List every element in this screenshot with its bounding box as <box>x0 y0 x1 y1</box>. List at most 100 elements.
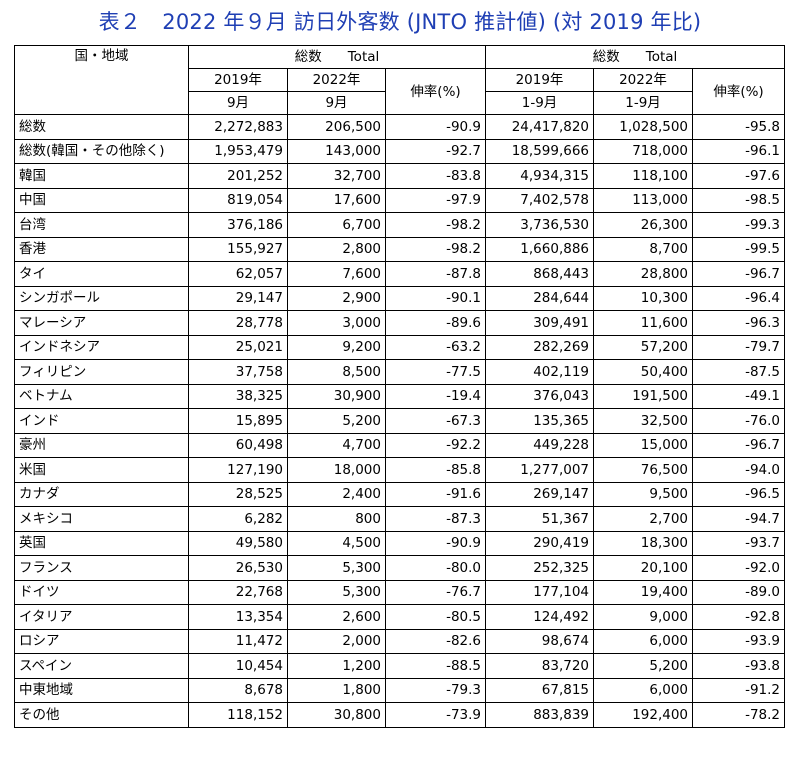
cell-sep-2019: 6,282 <box>188 506 288 532</box>
cell-region: スペイン <box>14 653 189 679</box>
table-row: その他 118,152 30,800 -73.9 883,839 192,400 -78.2 <box>14 702 786 728</box>
cell-ytd-rate: -99.3 <box>692 212 786 238</box>
table-row: シンガポール 29,147 2,900 -90.1 284,644 10,300 -96.4 <box>14 285 786 311</box>
cell-ytd-2022: 1,028,500 <box>593 114 694 140</box>
cell-ytd-2019: 252,325 <box>485 555 595 581</box>
cell-ytd-2019: 868,443 <box>485 261 595 287</box>
cell-ytd-2022: 2,700 <box>593 506 694 532</box>
cell-sep-2019: 201,252 <box>188 163 288 189</box>
cell-ytd-2019: 98,674 <box>485 628 595 654</box>
cell-ytd-2022: 5,200 <box>593 653 694 679</box>
cell-sep-2022: 9,200 <box>287 334 386 360</box>
header-row-group: 国・地域 総数 Total 総数 Total <box>14 45 786 115</box>
cell-region: シンガポール <box>14 285 189 311</box>
col-header-2022-sep: 2022年 <box>287 68 386 92</box>
cell-ytd-2022: 32,500 <box>593 408 694 434</box>
cell-sep-rate: -87.3 <box>384 506 487 532</box>
header-row-period: 9月 9月 1-9月 1-9月 <box>15 91 785 115</box>
cell-region: タイ <box>14 261 189 287</box>
cell-sep-2019: 38,325 <box>188 383 288 409</box>
cell-sep-2022: 4,500 <box>287 530 386 556</box>
cell-sep-rate: -80.5 <box>384 604 487 630</box>
cell-ytd-2019: 269,147 <box>485 481 595 507</box>
cell-sep-rate: -67.3 <box>384 408 487 434</box>
cell-ytd-2019: 67,815 <box>485 677 595 703</box>
cell-region: 中国 <box>14 187 189 213</box>
cell-ytd-2019: 3,736,530 <box>485 212 595 238</box>
table-row: フィリピン 37,758 8,500 -77.5 402,119 50,400 -87.5 <box>14 359 786 385</box>
cell-sep-2022: 7,600 <box>287 261 386 287</box>
cell-sep-2022: 5,300 <box>287 579 386 605</box>
cell-ytd-2022: 8,700 <box>593 236 694 262</box>
cell-ytd-2022: 718,000 <box>593 138 694 164</box>
cell-ytd-rate: -99.5 <box>692 236 786 262</box>
cell-ytd-2022: 15,000 <box>593 432 694 458</box>
cell-sep-rate: -85.8 <box>384 457 487 483</box>
cell-sep-2019: 2,272,883 <box>188 114 288 140</box>
cell-region: その他 <box>14 702 189 728</box>
cell-region: ロシア <box>14 628 189 654</box>
cell-ytd-2019: 124,492 <box>485 604 595 630</box>
cell-sep-2019: 376,186 <box>188 212 288 238</box>
cell-sep-2022: 2,800 <box>287 236 386 262</box>
cell-ytd-rate: -89.0 <box>692 579 786 605</box>
cell-sep-rate: -73.9 <box>384 702 487 728</box>
cell-ytd-2022: 50,400 <box>593 359 694 385</box>
table-row: ベトナム 38,325 30,900 -19.4 376,043 191,500 -49.1 <box>14 383 786 409</box>
table-row: 中東地域 8,678 1,800 -79.3 67,815 6,000 -91.2 <box>14 677 786 703</box>
table-row: 香港 155,927 2,800 -98.2 1,660,886 8,700 -99.5 <box>14 236 786 262</box>
cell-region: 米国 <box>14 457 189 483</box>
table-row: インドネシア 25,021 9,200 -63.2 282,269 57,200 -79.7 <box>14 334 786 360</box>
cell-sep-2022: 2,600 <box>287 604 386 630</box>
cell-sep-rate: -76.7 <box>384 579 487 605</box>
cell-sep-2019: 10,454 <box>188 653 288 679</box>
cell-ytd-rate: -95.8 <box>692 114 786 140</box>
cell-sep-rate: -77.5 <box>384 359 487 385</box>
cell-sep-2022: 6,700 <box>287 212 386 238</box>
cell-sep-2019: 1,953,479 <box>188 138 288 164</box>
table-row: 英国 49,580 4,500 -90.9 290,419 18,300 -93.7 <box>14 530 786 556</box>
cell-ytd-rate: -96.3 <box>692 310 786 336</box>
cell-ytd-2019: 177,104 <box>485 579 595 605</box>
cell-region: 英国 <box>14 530 189 556</box>
cell-ytd-rate: -91.2 <box>692 677 786 703</box>
cell-ytd-2022: 191,500 <box>593 383 694 409</box>
cell-ytd-rate: -76.0 <box>692 408 786 434</box>
cell-ytd-rate: -92.0 <box>692 555 786 581</box>
cell-sep-rate: -89.6 <box>384 310 487 336</box>
cell-sep-rate: -98.2 <box>384 236 487 262</box>
cell-sep-2022: 4,700 <box>287 432 386 458</box>
cell-ytd-2019: 1,277,007 <box>485 457 595 483</box>
table-row: イタリア 13,354 2,600 -80.5 124,492 9,000 -92.8 <box>14 604 786 630</box>
cell-ytd-rate: -93.7 <box>692 530 786 556</box>
cell-sep-2019: 13,354 <box>188 604 288 630</box>
cell-ytd-2019: 290,419 <box>485 530 595 556</box>
cell-sep-rate: -98.2 <box>384 212 487 238</box>
col-header-ytd-2019: 1-9月 <box>485 91 595 115</box>
table-row: ドイツ 22,768 5,300 -76.7 177,104 19,400 -89.0 <box>14 579 786 605</box>
cell-ytd-2022: 76,500 <box>593 457 694 483</box>
cell-sep-rate: -91.6 <box>384 481 487 507</box>
cell-sep-2019: 118,152 <box>188 702 288 728</box>
cell-ytd-2019: 1,660,886 <box>485 236 595 262</box>
cell-ytd-2022: 9,500 <box>593 481 694 507</box>
cell-region: ベトナム <box>14 383 189 409</box>
cell-region: 台湾 <box>14 212 189 238</box>
cell-sep-rate: -79.3 <box>384 677 487 703</box>
cell-sep-2019: 22,768 <box>188 579 288 605</box>
cell-sep-rate: -19.4 <box>384 383 487 409</box>
cell-ytd-2019: 376,043 <box>485 383 595 409</box>
cell-ytd-2019: 7,402,578 <box>485 187 595 213</box>
cell-sep-2019: 37,758 <box>188 359 288 385</box>
cell-sep-2022: 5,300 <box>287 555 386 581</box>
cell-ytd-rate: -78.2 <box>692 702 786 728</box>
col-header-sep-2019: 9月 <box>188 91 288 115</box>
col-header-rate-sep: 伸率(%) <box>384 68 487 115</box>
cell-ytd-2019: 4,934,315 <box>485 163 595 189</box>
cell-sep-2022: 2,400 <box>287 481 386 507</box>
cell-ytd-2019: 51,367 <box>485 506 595 532</box>
cell-sep-2022: 3,000 <box>287 310 386 336</box>
table-row: フランス 26,530 5,300 -80.0 252,325 20,100 -92.0 <box>14 555 786 581</box>
cell-sep-rate: -80.0 <box>384 555 487 581</box>
cell-sep-2022: 2,900 <box>287 285 386 311</box>
